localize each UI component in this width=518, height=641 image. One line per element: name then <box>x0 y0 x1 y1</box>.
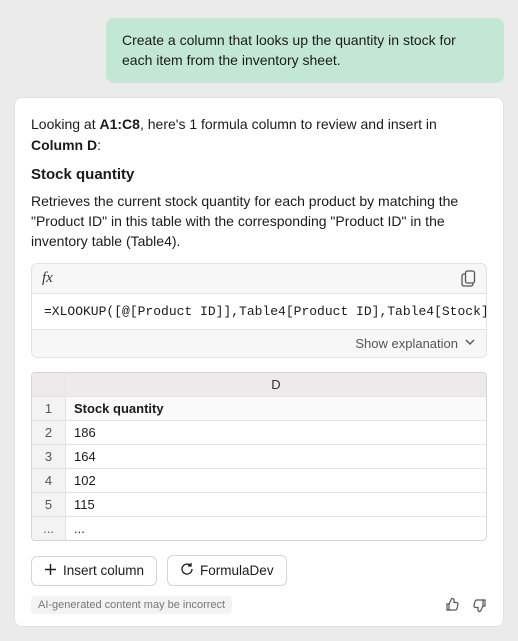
formuladev-button[interactable]: FormulaDev <box>167 555 287 586</box>
table-row: ... ... <box>32 516 486 540</box>
table-rownum: ... <box>32 517 66 540</box>
table-row: 4 102 <box>32 468 486 492</box>
insert-column-label: Insert column <box>63 563 144 578</box>
table-cell: 164 <box>66 445 486 468</box>
table-header-row: D <box>32 373 486 396</box>
intro-suffix: : <box>97 137 101 153</box>
section-title: Stock quantity <box>31 166 487 183</box>
assistant-card: Looking at A1:C8, here's 1 formula colum… <box>14 97 504 628</box>
feedback-group <box>445 597 487 613</box>
table-corner <box>32 373 66 396</box>
intro-mid: , here's 1 formula column to review and … <box>140 116 437 132</box>
user-message-bubble: Create a column that looks up the quanti… <box>106 18 504 83</box>
fx-label: fx <box>42 270 53 287</box>
table-row: 3 164 <box>32 444 486 468</box>
table-row: 5 115 <box>32 492 486 516</box>
footer-row: AI-generated content may be incorrect <box>31 596 487 614</box>
table-cell: 186 <box>66 421 486 444</box>
intro-range: A1:C8 <box>100 116 140 132</box>
intro-line: Looking at A1:C8, here's 1 formula colum… <box>31 114 487 156</box>
table-rownum: 2 <box>32 421 66 444</box>
copy-icon[interactable] <box>461 270 476 287</box>
user-message-text: Create a column that looks up the quanti… <box>122 32 456 68</box>
preview-table: D 1 Stock quantity 2 186 3 164 4 102 5 1… <box>31 372 487 541</box>
formula-box: fx =XLOOKUP([@[Product ID]],Table4[Produ… <box>31 263 487 358</box>
chevron-down-icon <box>464 336 476 351</box>
table-cell: ... <box>66 517 486 540</box>
table-rownum: 1 <box>32 397 66 420</box>
formuladev-label: FormulaDev <box>200 563 274 578</box>
table-rownum: 5 <box>32 493 66 516</box>
regenerate-icon <box>180 562 194 579</box>
section-description: Retrieves the current stock quantity for… <box>31 191 487 252</box>
table-row: 2 186 <box>32 420 486 444</box>
ai-disclaimer: AI-generated content may be incorrect <box>31 596 232 614</box>
show-explanation-toggle[interactable]: Show explanation <box>32 329 486 357</box>
intro-col: Column D <box>31 137 97 153</box>
table-row: 1 Stock quantity <box>32 396 486 420</box>
table-col-letter: D <box>66 373 486 396</box>
table-rownum: 3 <box>32 445 66 468</box>
formula-header: fx <box>32 264 486 294</box>
show-explanation-label: Show explanation <box>355 336 458 351</box>
thumbs-up-icon[interactable] <box>445 597 461 613</box>
table-cell: Stock quantity <box>66 397 486 420</box>
plus-icon <box>44 563 57 579</box>
table-rownum: 4 <box>32 469 66 492</box>
table-cell: 102 <box>66 469 486 492</box>
intro-prefix: Looking at <box>31 116 100 132</box>
table-cell: 115 <box>66 493 486 516</box>
thumbs-down-icon[interactable] <box>471 597 487 613</box>
insert-column-button[interactable]: Insert column <box>31 556 157 586</box>
action-row: Insert column FormulaDev <box>31 555 487 586</box>
formula-code[interactable]: =XLOOKUP([@[Product ID]],Table4[Product … <box>32 294 486 329</box>
